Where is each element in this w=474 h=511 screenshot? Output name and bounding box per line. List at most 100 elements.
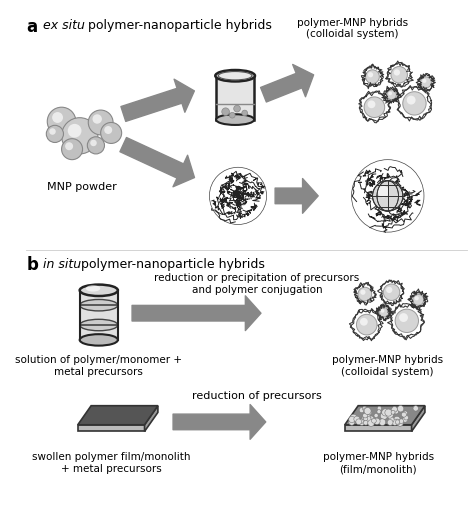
Circle shape (390, 408, 396, 414)
Circle shape (222, 108, 229, 115)
Circle shape (62, 118, 98, 154)
Circle shape (49, 128, 56, 135)
Polygon shape (78, 406, 158, 425)
Circle shape (386, 287, 392, 293)
Circle shape (365, 70, 379, 84)
Circle shape (389, 417, 394, 422)
Bar (80, 290, 118, 340)
Circle shape (362, 415, 369, 422)
Circle shape (359, 408, 365, 413)
Circle shape (374, 418, 380, 425)
FancyBboxPatch shape (216, 76, 254, 120)
Circle shape (368, 72, 373, 77)
Circle shape (364, 97, 385, 118)
Circle shape (397, 406, 404, 412)
Circle shape (420, 77, 431, 88)
Ellipse shape (219, 72, 252, 80)
Text: polymer-MNP hybrids
(film/monolith): polymer-MNP hybrids (film/monolith) (323, 452, 434, 474)
Circle shape (403, 411, 408, 415)
Text: in situ: in situ (44, 258, 82, 271)
Ellipse shape (215, 70, 255, 81)
Circle shape (234, 105, 240, 112)
Circle shape (387, 420, 393, 425)
Circle shape (413, 406, 419, 411)
Circle shape (360, 290, 365, 295)
Text: polymer-MNP hybrids
(colloidal system): polymer-MNP hybrids (colloidal system) (332, 355, 443, 377)
Circle shape (368, 420, 374, 426)
Circle shape (422, 79, 427, 83)
Circle shape (47, 107, 76, 136)
Circle shape (360, 318, 368, 326)
Circle shape (394, 409, 399, 414)
Circle shape (403, 413, 408, 417)
Circle shape (87, 137, 104, 154)
Text: ex situ: ex situ (44, 19, 85, 33)
Text: reduction or precipitation of precursors
and polymer conjugation: reduction or precipitation of precursors… (155, 273, 360, 295)
Circle shape (415, 296, 419, 300)
Circle shape (68, 124, 82, 137)
Circle shape (363, 406, 367, 411)
Circle shape (374, 413, 378, 417)
Circle shape (365, 416, 371, 423)
Circle shape (359, 419, 363, 424)
Circle shape (381, 419, 384, 423)
Circle shape (100, 123, 122, 144)
Circle shape (392, 419, 398, 425)
Circle shape (229, 112, 235, 118)
Polygon shape (345, 425, 411, 431)
Text: solution of polymer/monomer +
metal precursors: solution of polymer/monomer + metal prec… (15, 355, 182, 377)
Circle shape (65, 142, 73, 150)
Circle shape (391, 410, 395, 414)
Circle shape (372, 419, 376, 423)
Circle shape (401, 412, 406, 417)
Polygon shape (145, 406, 158, 431)
Circle shape (362, 417, 369, 425)
Circle shape (378, 186, 389, 197)
Circle shape (367, 100, 375, 108)
Circle shape (356, 314, 377, 335)
Ellipse shape (216, 114, 254, 125)
Circle shape (365, 414, 371, 421)
Circle shape (380, 412, 387, 420)
Circle shape (358, 287, 372, 301)
Text: swollen polymer film/monolith
+ metal precursors: swollen polymer film/monolith + metal pr… (32, 452, 191, 474)
Ellipse shape (86, 285, 100, 292)
Circle shape (386, 411, 393, 418)
Text: b: b (26, 256, 38, 274)
Circle shape (385, 409, 392, 416)
Circle shape (399, 419, 404, 424)
Circle shape (404, 415, 409, 420)
Circle shape (377, 406, 382, 411)
Circle shape (413, 294, 424, 306)
Ellipse shape (80, 319, 118, 331)
Circle shape (354, 416, 360, 422)
Circle shape (104, 126, 112, 134)
Polygon shape (78, 425, 145, 431)
Ellipse shape (80, 334, 118, 345)
Circle shape (388, 91, 392, 95)
Circle shape (407, 96, 416, 105)
Circle shape (377, 410, 381, 414)
Circle shape (363, 408, 368, 413)
Circle shape (389, 421, 394, 425)
Circle shape (387, 90, 396, 100)
Circle shape (395, 420, 400, 424)
Circle shape (367, 410, 372, 415)
Circle shape (379, 419, 386, 426)
Text: a: a (26, 17, 37, 36)
Circle shape (383, 284, 400, 300)
Circle shape (360, 418, 365, 423)
Circle shape (90, 140, 97, 146)
Circle shape (349, 419, 355, 425)
Circle shape (92, 114, 102, 124)
Circle shape (394, 419, 400, 425)
Circle shape (395, 309, 419, 333)
Circle shape (349, 416, 355, 423)
Circle shape (381, 309, 384, 313)
Circle shape (392, 406, 397, 412)
Circle shape (364, 421, 368, 425)
Circle shape (379, 308, 389, 317)
Circle shape (393, 416, 400, 423)
Circle shape (88, 110, 113, 135)
Text: reduction of precursors: reduction of precursors (192, 391, 322, 402)
